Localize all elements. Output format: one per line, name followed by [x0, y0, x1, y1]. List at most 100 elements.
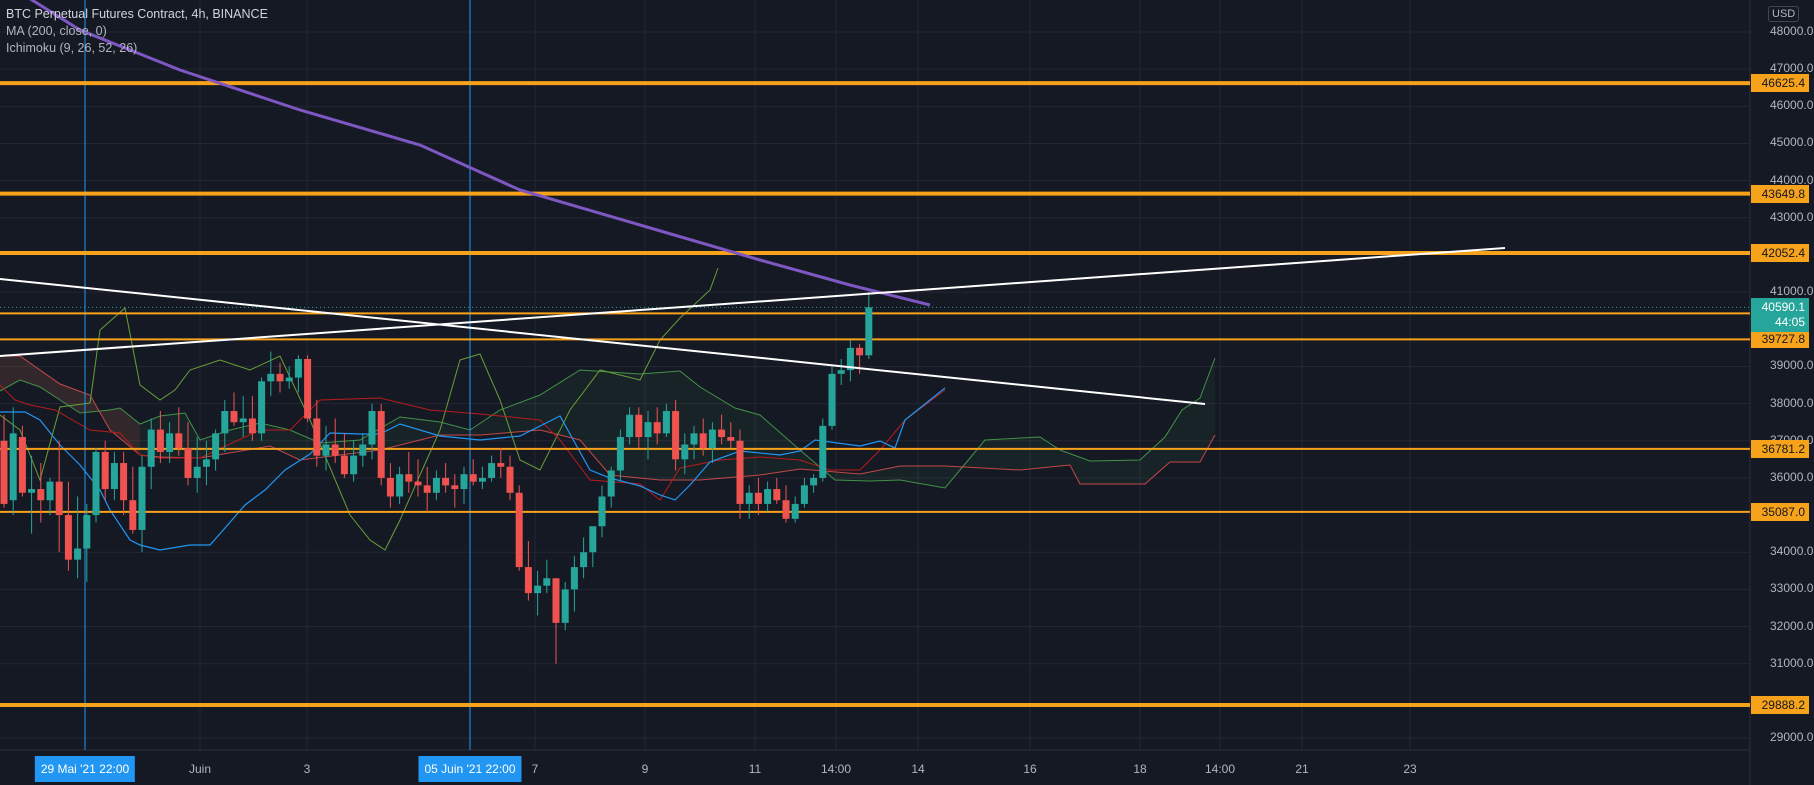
candle-body [782, 500, 790, 519]
candle-body [764, 489, 772, 504]
candle-body [377, 411, 385, 478]
price-tick: 31000.0 [1770, 655, 1814, 670]
candle-body [9, 433, 17, 501]
candle-body [570, 567, 578, 590]
indicator-ma-label[interactable]: MA (200, close, 0) [6, 24, 107, 38]
candle-body [745, 492, 753, 504]
ichimoku-cloud [0, 356, 1215, 488]
candle-body [64, 515, 72, 560]
candle-body [837, 370, 845, 374]
indicator-ichimoku-label[interactable]: Ichimoku (9, 26, 52, 26) [6, 41, 138, 55]
candle-body [184, 448, 192, 478]
candle-body [800, 485, 808, 504]
candle-body [708, 429, 716, 449]
price-tick: 34000.0 [1770, 544, 1814, 559]
candle-body [856, 347, 864, 356]
chart-legend: BTC Perpetual Futures Contract, 4h, BINA… [6, 6, 268, 57]
candle-body [258, 381, 266, 434]
candle-body [432, 477, 440, 493]
level-price-label: 36781.2 [1751, 439, 1809, 458]
candle-body [497, 463, 505, 467]
candle-body [506, 466, 514, 493]
candle-body [488, 463, 496, 478]
candle-body [340, 455, 348, 475]
candle-body [515, 492, 523, 568]
kijun-sen [0, 384, 946, 501]
candle-body [267, 373, 275, 382]
level-price-label: 46625.4 [1751, 74, 1809, 93]
candle-body [589, 526, 597, 553]
candle-body [754, 492, 762, 504]
crosshair-time-label: 05 Juin '21 22:00 [418, 756, 522, 782]
candle-body [653, 422, 661, 434]
chikou-span [0, 267, 719, 551]
candle-body [368, 411, 376, 445]
candle-body [543, 578, 551, 586]
symbol-title[interactable]: BTC Perpetual Futures Contract, 4h, BINA… [6, 7, 268, 21]
candle-body [230, 411, 238, 423]
candle-body [405, 474, 413, 482]
candle-body [285, 377, 293, 382]
price-tick: 41000.0 [1770, 284, 1814, 299]
level-price-label: 39727.8 [1751, 330, 1809, 349]
time-tick: 14:00 [1204, 762, 1236, 776]
candle-body [28, 489, 36, 493]
candle-body [690, 433, 698, 445]
level-price-label: 35087.0 [1751, 502, 1809, 521]
time-tick: 9 [641, 762, 649, 776]
candle-body [598, 496, 606, 527]
candle-body [718, 429, 726, 438]
price-tick: 43000.0 [1770, 209, 1814, 224]
candle-body [423, 485, 431, 493]
time-tick: 16 [1023, 762, 1037, 776]
price-tick: 32000.0 [1770, 618, 1814, 633]
ma200-line [29, 0, 931, 307]
candle-body [773, 489, 781, 501]
senkou-span-a [0, 357, 1216, 489]
candle-body [727, 437, 735, 441]
candle-body [276, 373, 284, 382]
candle-body [616, 437, 624, 471]
candle-body [460, 474, 468, 490]
candle-body [55, 481, 63, 516]
time-tick: 23 [1403, 762, 1417, 776]
candle-body [442, 477, 450, 486]
candle-body [580, 552, 588, 568]
time-tick: 21 [1295, 762, 1309, 776]
currency-badge[interactable]: USD [1768, 6, 1800, 22]
candle-body [414, 481, 422, 486]
candle-body [46, 481, 54, 501]
level-price-label: 42052.4 [1751, 244, 1809, 262]
candle-body [662, 411, 670, 434]
time-tick: 14:00 [820, 762, 852, 776]
price-tick: 48000.0 [1770, 24, 1814, 38]
time-tick: 7 [531, 762, 539, 776]
candle-body [294, 359, 302, 378]
candle-body [248, 418, 256, 434]
time-tick: 3 [303, 762, 311, 776]
crosshair-time-label: 29 Mai '21 22:00 [34, 756, 136, 782]
candle-body [110, 463, 118, 490]
candle-body [846, 347, 854, 371]
price-tick: 47000.0 [1770, 61, 1814, 76]
candle-body [791, 503, 799, 519]
level-price-label: 29888.2 [1751, 696, 1809, 715]
price-tick: 29000.0 [1770, 730, 1814, 745]
candle-body [561, 589, 569, 623]
candle-body [147, 429, 155, 467]
candle-body [221, 411, 229, 434]
candle-body [304, 359, 312, 419]
candle-body [699, 433, 707, 449]
price-tick: 45000.0 [1770, 135, 1814, 150]
candle-body [736, 440, 744, 504]
candle-body [37, 489, 45, 501]
candle-body [175, 433, 183, 449]
candle-body [396, 474, 404, 497]
trendline [0, 247, 1506, 357]
level-price-label: 43649.8 [1751, 184, 1809, 203]
candle-body [322, 444, 330, 456]
candle-body [138, 466, 146, 530]
trendline [0, 278, 1206, 405]
